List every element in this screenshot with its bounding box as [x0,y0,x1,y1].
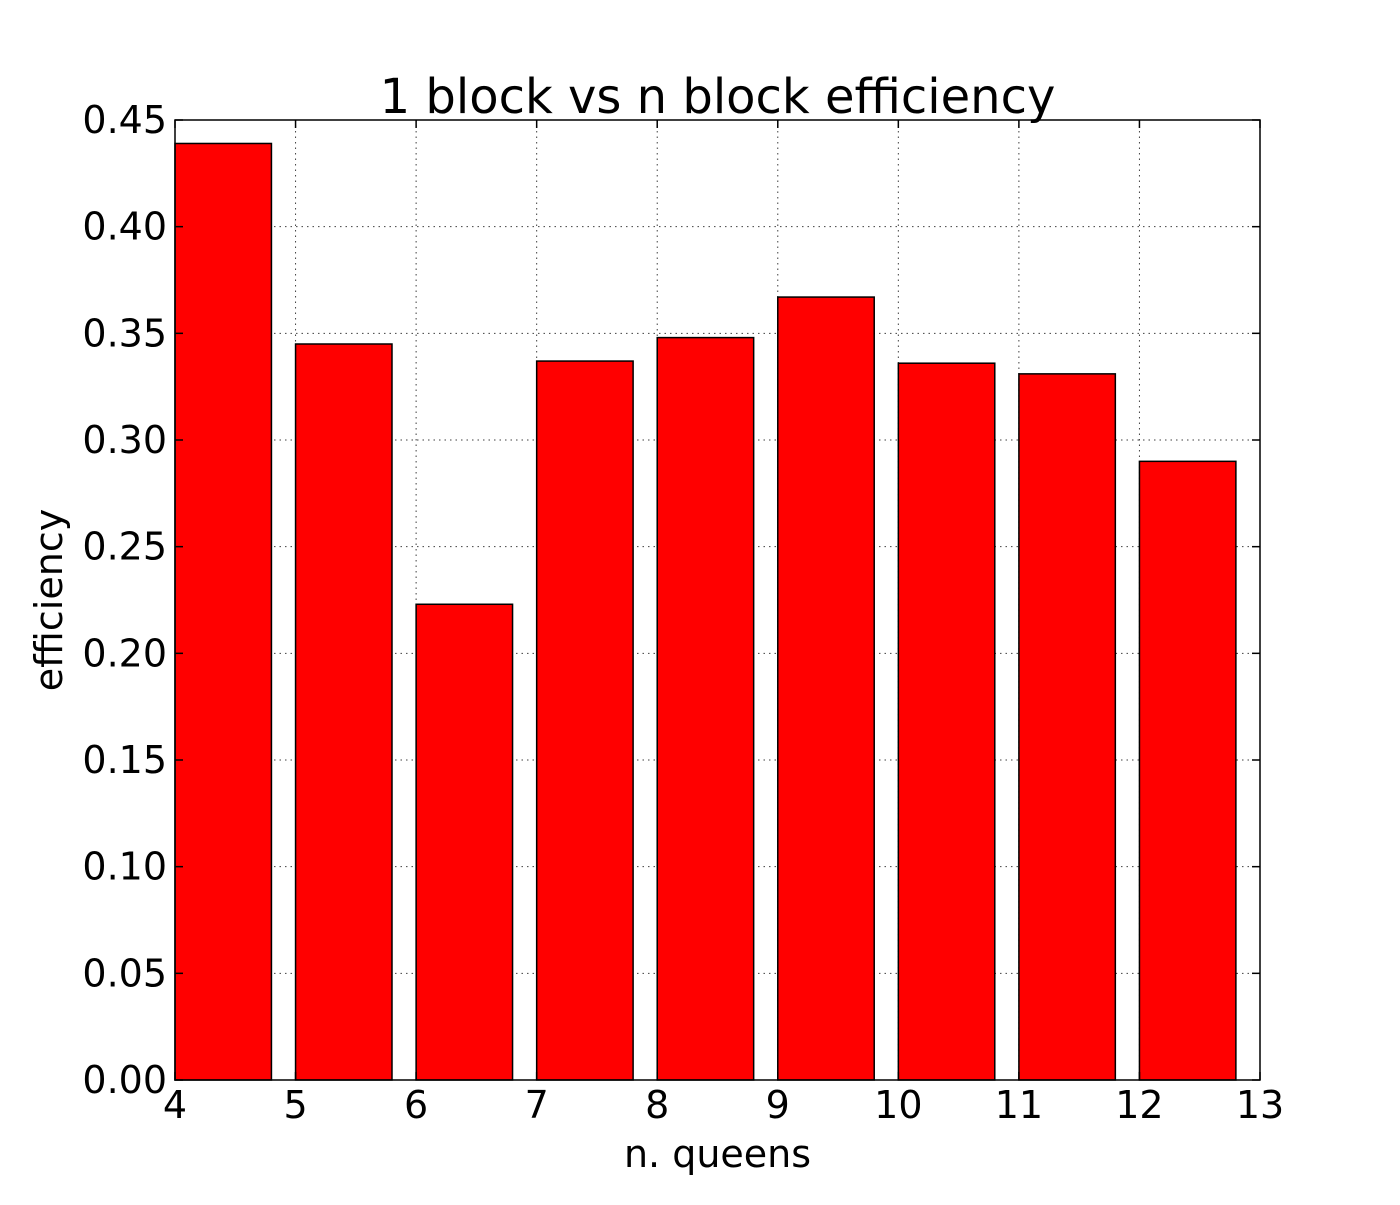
y-tick-label: 0.10 [82,845,167,889]
bar-5 [294,343,393,1081]
y-tick-label: 0.05 [82,951,167,995]
bar-10 [897,362,996,1081]
y-tick-label: 0.45 [82,98,167,142]
x-tick-labels: 4 5 6 7 8 9 10 11 12 13 [163,1083,1284,1127]
chart-title: 1 block vs n block efficiency [380,69,1056,125]
bar-6 [415,603,514,1081]
y-tick-label: 0.00 [82,1058,167,1102]
x-tick-label: 11 [995,1083,1043,1127]
plot-frame [174,119,1261,1081]
y-tick-label: 0.40 [82,205,167,249]
y-tick-label: 0.25 [82,525,167,569]
x-tick-label: 10 [874,1083,922,1127]
bar-4 [174,142,273,1081]
x-tick-label: 13 [1236,1083,1284,1127]
x-axis-title: n. queens [624,1132,811,1176]
tick-marks [174,119,1261,1081]
x-tick-label: 9 [766,1083,790,1127]
bars [174,142,1237,1081]
x-tick-label: 4 [163,1083,187,1127]
x-tick-label: 12 [1115,1083,1163,1127]
y-tick-label: 0.15 [82,738,167,782]
bar-11 [1018,373,1117,1081]
bar-8 [656,336,755,1081]
bar-9 [777,296,875,1081]
bar-7 [535,360,634,1081]
y-tick-labels: 0.00 0.05 0.10 0.15 0.20 0.25 0.30 0.35 0.40 0.45 [82,98,167,1102]
x-tick-label: 5 [283,1083,307,1127]
y-tick-label: 0.35 [82,311,167,355]
bar-12 [1138,460,1237,1081]
x-tick-label: 6 [404,1083,428,1127]
y-tick-label: 0.20 [82,631,167,675]
y-axis-title: efficiency [27,509,71,691]
y-tick-label: 0.30 [82,418,167,462]
x-tick-label: 8 [645,1083,669,1127]
x-tick-label: 7 [525,1083,549,1127]
